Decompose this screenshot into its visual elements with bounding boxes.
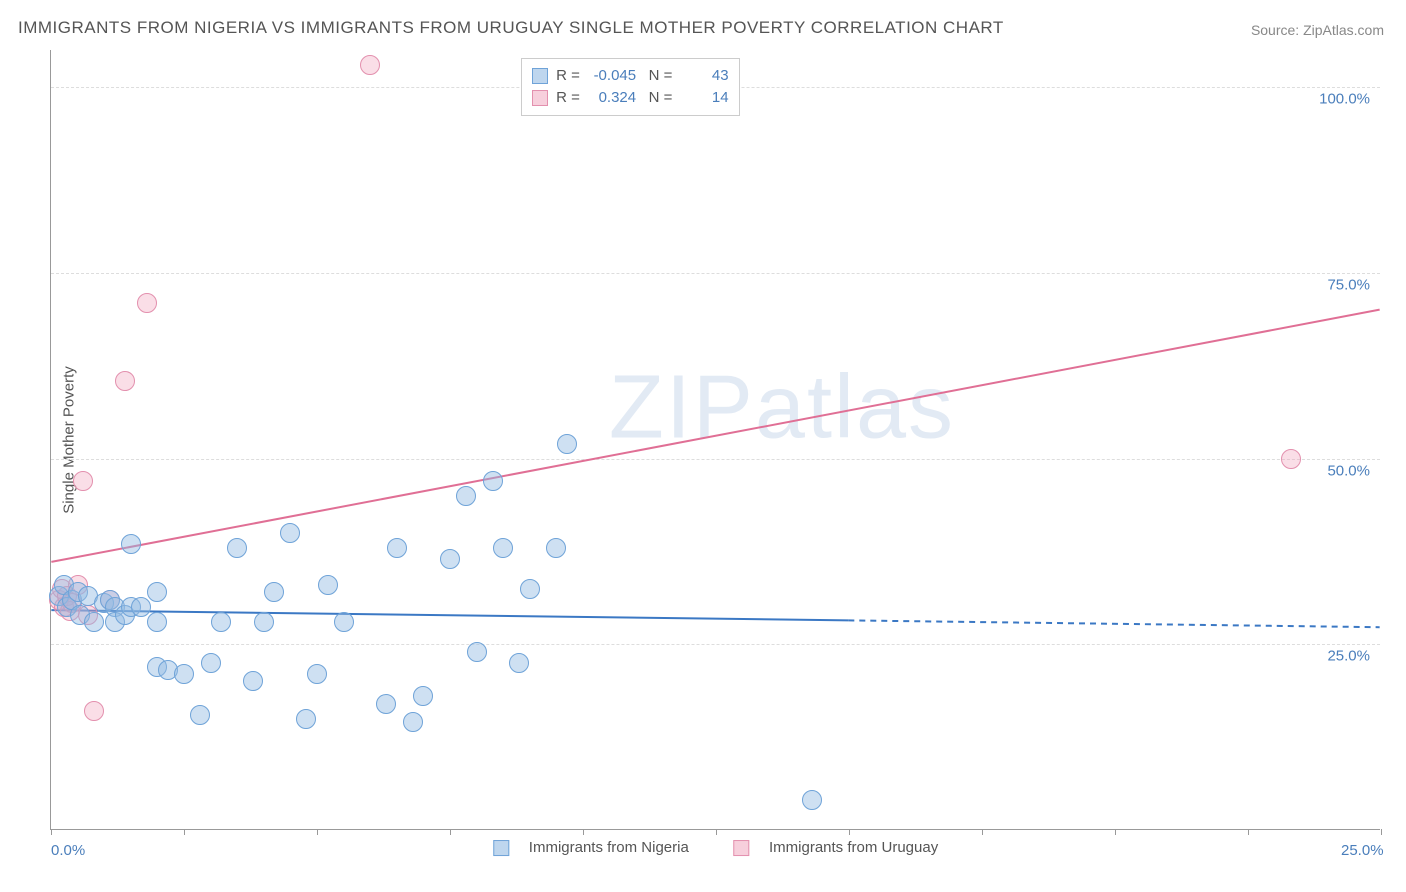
data-point-nigeria — [227, 538, 247, 558]
y-axis-label: Single Mother Poverty — [61, 366, 78, 514]
swatch-icon — [532, 68, 548, 84]
data-point-nigeria — [557, 434, 577, 454]
swatch-icon — [493, 840, 509, 856]
data-point-nigeria — [254, 612, 274, 632]
data-point-nigeria — [483, 471, 503, 491]
swatch-icon — [532, 90, 548, 106]
data-point-nigeria — [307, 664, 327, 684]
gridline — [51, 273, 1380, 274]
x-tick-mark — [450, 829, 451, 835]
x-tick-mark — [51, 829, 52, 835]
data-point-nigeria — [509, 653, 529, 673]
data-point-nigeria — [174, 664, 194, 684]
data-point-nigeria — [243, 671, 263, 691]
stats-legend: R = -0.045 N = 43 R = 0.324 N = 14 — [521, 58, 740, 116]
data-point-nigeria — [296, 709, 316, 729]
data-point-nigeria — [201, 653, 221, 673]
legend-item-nigeria: Immigrants from Nigeria — [483, 839, 699, 856]
data-point-nigeria — [456, 486, 476, 506]
data-point-uruguay — [84, 701, 104, 721]
stats-row-nigeria: R = -0.045 N = 43 — [532, 65, 729, 87]
y-tick-label: 50.0% — [1327, 462, 1370, 479]
chart-title: IMMIGRANTS FROM NIGERIA VS IMMIGRANTS FR… — [18, 18, 1004, 38]
x-tick-mark — [1248, 829, 1249, 835]
x-tick-mark — [716, 829, 717, 835]
data-point-nigeria — [84, 612, 104, 632]
source-attribution: Source: ZipAtlas.com — [1251, 22, 1384, 38]
gridline — [51, 459, 1380, 460]
data-point-nigeria — [403, 712, 423, 732]
x-tick-mark — [849, 829, 850, 835]
x-tick-mark — [1381, 829, 1382, 835]
x-tick-mark — [184, 829, 185, 835]
data-point-nigeria — [264, 582, 284, 602]
data-point-nigeria — [121, 534, 141, 554]
data-point-nigeria — [387, 538, 407, 558]
data-point-nigeria — [493, 538, 513, 558]
x-tick-mark — [317, 829, 318, 835]
data-point-nigeria — [211, 612, 231, 632]
gridline — [51, 644, 1380, 645]
data-point-nigeria — [440, 549, 460, 569]
trend-lines — [51, 50, 1380, 829]
y-tick-label: 25.0% — [1327, 648, 1370, 665]
data-point-uruguay — [73, 471, 93, 491]
data-point-nigeria — [131, 597, 151, 617]
x-tick-label: 25.0% — [1341, 842, 1384, 859]
stats-row-uruguay: R = 0.324 N = 14 — [532, 87, 729, 109]
data-point-nigeria — [413, 686, 433, 706]
data-point-uruguay — [360, 55, 380, 75]
y-tick-label: 75.0% — [1327, 276, 1370, 293]
data-point-nigeria — [376, 694, 396, 714]
data-point-nigeria — [334, 612, 354, 632]
bottom-legend: Immigrants from Nigeria Immigrants from … — [473, 839, 958, 856]
data-point-nigeria — [190, 705, 210, 725]
watermark: ZIPatlas — [609, 357, 955, 460]
data-point-nigeria — [147, 582, 167, 602]
data-point-nigeria — [318, 575, 338, 595]
data-point-nigeria — [546, 538, 566, 558]
x-tick-mark — [1115, 829, 1116, 835]
data-point-nigeria — [520, 579, 540, 599]
data-point-uruguay — [137, 293, 157, 313]
plot-area: Single Mother Poverty 25.0% 50.0% 75.0% 100… — [50, 50, 1380, 830]
data-point-nigeria — [147, 612, 167, 632]
x-tick-label: 0.0% — [51, 842, 85, 859]
y-tick-label: 100.0% — [1319, 91, 1370, 108]
x-tick-mark — [982, 829, 983, 835]
data-point-uruguay — [1281, 449, 1301, 469]
swatch-icon — [733, 840, 749, 856]
x-tick-mark — [583, 829, 584, 835]
legend-item-uruguay: Immigrants from Uruguay — [723, 839, 948, 856]
data-point-uruguay — [115, 371, 135, 391]
data-point-nigeria — [802, 790, 822, 810]
data-point-nigeria — [280, 523, 300, 543]
data-point-nigeria — [467, 642, 487, 662]
